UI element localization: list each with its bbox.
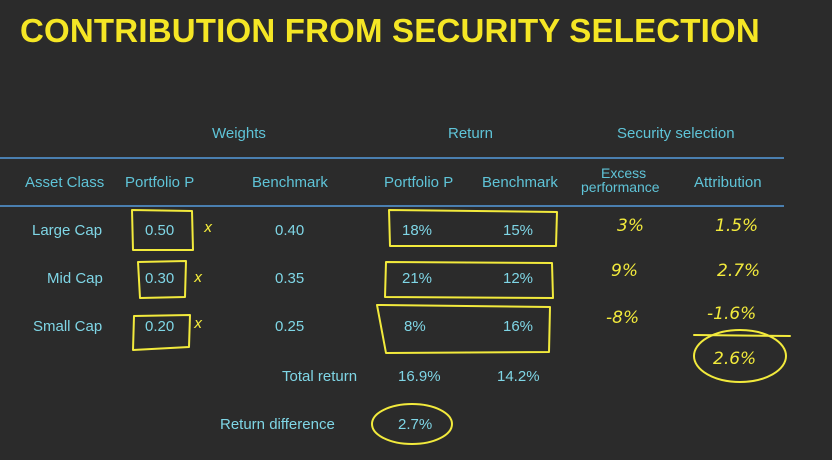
row1-benchmark-weight: 0.40 <box>275 222 305 239</box>
row1-asset: Large Cap <box>32 222 103 239</box>
col-portfolio-weight: Portfolio P <box>125 174 195 191</box>
row1-excess: 3% <box>617 216 644 236</box>
col-excess-line1: Excess <box>601 165 647 181</box>
header-top-rule <box>0 157 784 159</box>
total-return-label: Total return <box>282 368 358 385</box>
box-weight-row1 <box>131 209 194 251</box>
attribution-sum-line <box>693 334 791 337</box>
row2-benchmark-return: 12% <box>503 270 534 287</box>
col-asset-class: Asset Class <box>25 174 105 191</box>
row2-benchmark-weight: 0.35 <box>275 270 305 287</box>
box-return-row1 <box>388 209 558 247</box>
row2-portfolio-weight: 0.30 <box>145 270 175 287</box>
row3-benchmark-return: 16% <box>503 318 534 335</box>
row3-benchmark-weight: 0.25 <box>275 318 305 335</box>
col-excess-line2: performance <box>581 179 660 195</box>
row1-attribution: 1.5% <box>715 216 759 236</box>
row2-multiply-mark: x <box>194 270 203 286</box>
box-return-row2 <box>384 261 554 299</box>
attribution-total: 2.6% <box>713 349 757 369</box>
return-difference-label: Return difference <box>220 416 335 433</box>
circle-attribution-total <box>693 329 787 383</box>
col-attribution: Attribution <box>694 174 762 191</box>
row2-portfolio-return: 21% <box>402 270 433 287</box>
return-group-header: Return <box>448 125 494 142</box>
row2-excess: 9% <box>611 261 638 281</box>
row3-attribution: -1.6% <box>707 304 757 324</box>
row2-asset: Mid Cap <box>47 270 103 287</box>
row2-attribution: 2.7% <box>717 261 761 281</box>
col-benchmark-return: Benchmark <box>482 174 558 191</box>
box-weight-row2 <box>137 260 187 299</box>
total-return-portfolio: 16.9% <box>398 368 441 385</box>
row3-excess: -8% <box>606 308 640 328</box>
row3-portfolio-return: 8% <box>404 318 426 335</box>
total-return-benchmark: 14.2% <box>497 368 540 385</box>
col-benchmark-weight: Benchmark <box>252 174 328 191</box>
box-weight-row3 <box>132 314 191 351</box>
row1-multiply-mark: x <box>204 220 213 236</box>
page-title: CONTRIBUTION FROM SECURITY SELECTION <box>20 12 760 49</box>
row1-benchmark-return: 15% <box>503 222 534 239</box>
return-difference-value: 2.7% <box>398 416 433 433</box>
row1-portfolio-weight: 0.50 <box>145 222 175 239</box>
col-portfolio-return: Portfolio P <box>384 174 454 191</box>
box-return-row3 <box>376 304 551 354</box>
row1-portfolio-return: 18% <box>402 222 433 239</box>
row3-portfolio-weight: 0.20 <box>145 318 175 335</box>
row3-multiply-mark: x <box>194 316 203 332</box>
security-selection-group-header: Security selection <box>617 125 735 142</box>
header-bottom-rule <box>0 205 784 207</box>
weights-group-header: Weights <box>212 125 266 142</box>
row3-asset: Small Cap <box>33 318 103 335</box>
circle-return-difference <box>371 403 453 445</box>
